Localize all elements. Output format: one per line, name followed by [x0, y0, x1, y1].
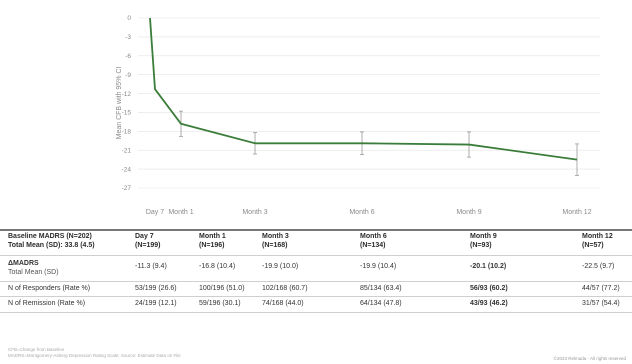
col-header-month9: Month 9 (N=93): [470, 233, 497, 250]
table-cell: -16.8 (10.4): [199, 263, 236, 270]
table-cell: 64/134 (47.8): [360, 300, 402, 307]
table-cell: 100/196 (51.0): [199, 285, 245, 292]
line-chart: Mean CFB with 95% CI 0 -3 -6 -9 -12 -15 -18 -21…: [116, 15, 600, 216]
col-n: (N=93): [470, 241, 492, 249]
row-label-sub: Total Mean (SD): [8, 268, 59, 276]
col-header-month3: Month 3 (N=168): [262, 233, 289, 250]
row-label: ΔMADRS Total Mean (SD): [8, 260, 59, 277]
grid-lines: [138, 17, 600, 189]
col-n: (N=57): [582, 241, 604, 249]
baseline-mean: Total Mean (SD): 33.8 (4.5): [8, 241, 95, 249]
x-tick-label: Day 7: [146, 209, 164, 216]
row-label: N of Responders (Rate %): [8, 285, 91, 292]
y-tick-label: 0: [127, 15, 131, 22]
col-header-day7: Day 7 (N=199): [135, 233, 160, 250]
y-tick-label: -21: [122, 147, 132, 154]
table-cell: 56/93 (60.2): [470, 285, 508, 292]
x-tick-label: Month 9: [456, 209, 481, 216]
table-top-rule: [0, 229, 632, 231]
y-axis-ticks: 0 -3 -6 -9 -12 -15 -18 -21 -24 -27: [122, 15, 132, 192]
copyright: ©2023 Relmada - All rights reserved: [553, 356, 626, 361]
col-label: Month 9: [470, 233, 497, 240]
x-tick-label: Month 1: [168, 209, 193, 216]
col-n: (N=134): [360, 241, 386, 249]
col-header-month1: Month 1 (N=196): [199, 233, 226, 250]
series-line: [149, 17, 578, 161]
y-tick-label: -15: [122, 110, 132, 117]
table-divider: [0, 296, 632, 297]
table-divider: [0, 281, 632, 282]
y-tick-label: -27: [122, 185, 132, 192]
table-cell: -11.3 (9.4): [135, 263, 167, 270]
table-cell: 74/168 (44.0): [262, 300, 304, 307]
col-n: (N=168): [262, 241, 288, 249]
col-header-month12: Month 12 (N=57): [582, 233, 613, 250]
y-tick-label: -18: [122, 129, 132, 136]
table-bottom-rule: [0, 312, 632, 313]
table-divider: [0, 255, 632, 256]
y-axis-title: Mean CFB with 95% CI: [116, 67, 123, 140]
baseline-title: Baseline MADRS (N=202): [8, 233, 92, 240]
col-n: (N=199): [135, 241, 161, 249]
col-label: Month 12: [582, 233, 613, 240]
row-label: N of Remission (Rate %): [8, 300, 86, 307]
baseline-label: Baseline MADRS (N=202) Total Mean (SD): …: [8, 233, 95, 250]
x-tick-label: Month 12: [562, 209, 591, 216]
col-label: Day 7: [135, 233, 154, 240]
col-header-month6: Month 6 (N=134): [360, 233, 387, 250]
y-tick-label: -12: [122, 91, 132, 98]
table-cell: 44/57 (77.2): [582, 285, 620, 292]
x-tick-label: Month 6: [349, 209, 374, 216]
col-label: Month 1: [199, 233, 226, 240]
table-cell: -19.9 (10.4): [360, 263, 397, 270]
table-cell: 53/199 (26.6): [135, 285, 177, 292]
footnote-madrs: MADRS=Montgomery-Asberg Depression Ratin…: [8, 353, 181, 358]
table-cell: -22.5 (9.7): [582, 263, 615, 270]
table-cell: 31/57 (54.4): [582, 300, 620, 307]
footnote-cfb: CFB=Change from Baseline: [8, 347, 65, 352]
footnotes: CFB=Change from Baseline MADRS=Montgomer…: [8, 347, 181, 359]
y-tick-label: -6: [125, 53, 131, 60]
row-label-main: ΔMADRS: [8, 260, 39, 267]
table-cell: 43/93 (46.2): [470, 300, 508, 307]
col-n: (N=196): [199, 241, 225, 249]
table-cell: -20.1 (10.2): [470, 263, 507, 270]
table-cell: 102/168 (60.7): [262, 285, 308, 292]
table-cell: 24/199 (12.1): [135, 300, 177, 307]
y-tick-label: -3: [125, 34, 131, 41]
table-cell: 59/196 (30.1): [199, 300, 241, 307]
x-axis-ticks: Day 7 Month 1 Month 3 Month 6 Month 9 Month 1…: [146, 209, 592, 216]
series-line-path: [149, 17, 578, 161]
x-tick-label: Month 3: [242, 209, 267, 216]
table-cell: -19.9 (10.0): [262, 263, 299, 270]
col-label: Month 6: [360, 233, 387, 240]
table-cell: 85/134 (63.4): [360, 285, 402, 292]
y-tick-label: -24: [122, 166, 132, 173]
col-label: Month 3: [262, 233, 289, 240]
y-tick-label: -9: [125, 72, 131, 79]
